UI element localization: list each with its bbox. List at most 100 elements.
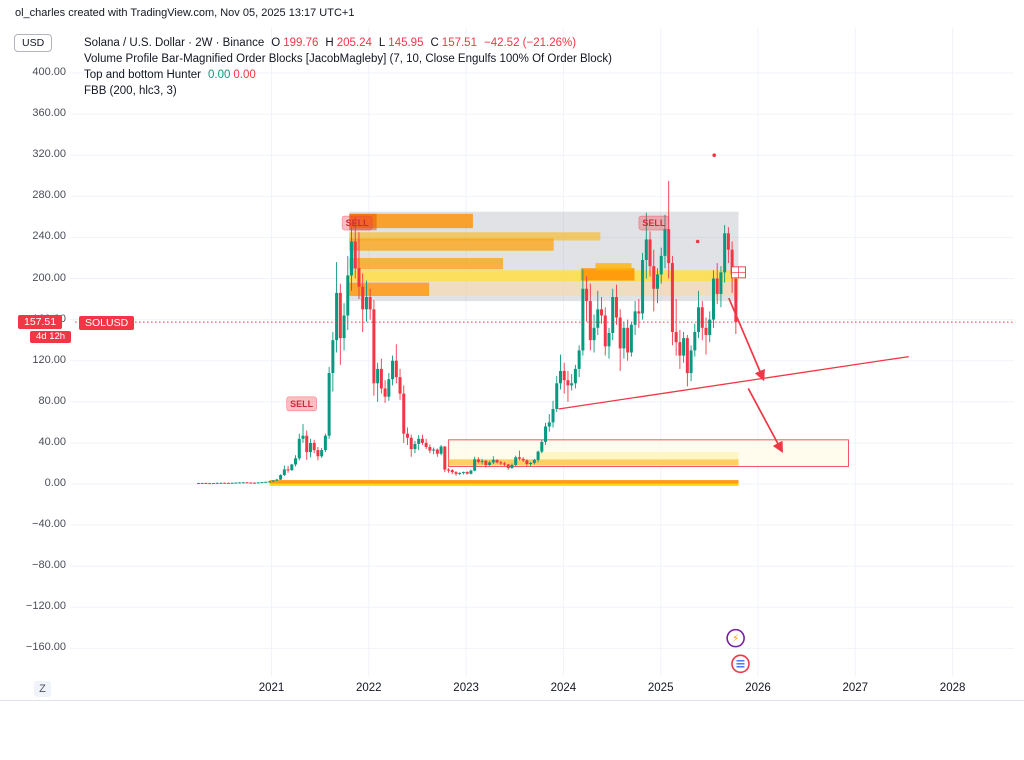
time-axis-label: 2027 xyxy=(842,682,869,694)
lightning-badge[interactable]: ⚡ xyxy=(726,628,745,648)
candle-body xyxy=(316,450,320,457)
volume-profile-bar xyxy=(349,282,430,296)
candle-body xyxy=(204,482,208,484)
arrow-annotation[interactable] xyxy=(747,388,783,454)
indicator-title[interactable]: FBB (200, hlc3, 3) xyxy=(84,85,177,97)
candle-body xyxy=(629,324,633,353)
candle-body xyxy=(398,377,402,394)
price-axis-label: 320.00 xyxy=(32,148,66,161)
candle-body xyxy=(450,470,454,473)
sell-label-bg xyxy=(638,215,670,231)
candle-body xyxy=(600,309,604,316)
candle-body xyxy=(532,459,536,463)
candle-body xyxy=(506,464,510,469)
candle-body xyxy=(245,482,249,484)
candle-body xyxy=(573,368,577,384)
candle-body xyxy=(488,462,492,465)
candle-body xyxy=(607,332,611,347)
candle-body xyxy=(491,459,495,463)
price-axis-label: −120.00 xyxy=(25,600,66,613)
candle-body xyxy=(379,368,383,389)
candle-body xyxy=(271,480,275,482)
candle-body xyxy=(540,441,544,452)
candle-body xyxy=(637,311,641,314)
indicator-legend-top-bottom-hunter[interactable]: Top and bottom Hunter 0.00 0.00 xyxy=(84,67,612,83)
timezone-button[interactable]: Z xyxy=(34,681,51,697)
symbol-title[interactable]: Solana / U.S. Dollar · 2W · Binance xyxy=(84,37,265,49)
time-axis-label: 2024 xyxy=(550,682,577,694)
price-mark-dot xyxy=(695,239,700,244)
candle-body xyxy=(614,296,618,318)
candle-body xyxy=(346,275,350,316)
grid-lines xyxy=(70,28,1014,676)
sell-label[interactable]: SELL xyxy=(341,215,373,231)
open-label: O xyxy=(271,37,281,49)
candle-body xyxy=(708,319,712,336)
candle-body xyxy=(581,288,585,351)
price-axis-label: 240.00 xyxy=(32,230,66,243)
sell-label[interactable]: SELL xyxy=(286,396,317,412)
candle-body xyxy=(641,260,645,314)
symbol-legend-row[interactable]: Solana / U.S. Dollar · 2W · Binance O 199.… xyxy=(84,35,612,51)
chart-badge[interactable] xyxy=(731,654,750,674)
candle-body xyxy=(376,368,380,384)
sell-label-bg xyxy=(286,396,317,412)
candle-body xyxy=(577,350,581,369)
symbol-price-tag: SOLUSD xyxy=(79,316,135,330)
orderbook-mini-icon xyxy=(731,266,746,279)
close-label: C xyxy=(430,37,439,49)
candle-body xyxy=(558,370,562,384)
candle-body xyxy=(424,442,428,448)
drawings-layer[interactable]: SELL SELL SELL xyxy=(286,215,909,454)
indicator-legend-volume-profile[interactable]: Volume Profile Bar-Magnified Order Block… xyxy=(84,51,612,67)
volume-profile-bar xyxy=(349,213,473,229)
candle-body xyxy=(529,462,533,464)
candle-body xyxy=(335,292,339,341)
candle-body xyxy=(525,460,529,464)
candle-body xyxy=(312,442,316,451)
candle-body xyxy=(323,435,327,451)
volume-profile-bar xyxy=(269,483,739,486)
bar-countdown-tag: 4d 12h xyxy=(30,331,72,343)
trend-line[interactable] xyxy=(558,355,909,410)
candle-body xyxy=(626,327,630,353)
candle-body xyxy=(461,472,465,474)
candle-body xyxy=(648,239,652,267)
candle-body xyxy=(693,331,697,351)
indicator-value-green: 0.00 xyxy=(208,69,231,81)
candle-body xyxy=(409,437,413,450)
volume-profile-bar xyxy=(580,268,635,281)
candle-body xyxy=(279,475,283,480)
candle-body xyxy=(603,315,607,347)
indicator-title[interactable]: Volume Profile Bar-Magnified Order Block… xyxy=(84,53,612,65)
candle-body xyxy=(234,482,238,484)
currency-toggle-usd[interactable]: USD xyxy=(14,34,53,52)
sell-label-text: SELL xyxy=(290,399,314,409)
candle-body xyxy=(476,459,480,462)
last-price-tag: 157.51 xyxy=(18,315,63,329)
candle-body xyxy=(682,338,686,356)
arrow-annotation[interactable] xyxy=(728,297,765,382)
candle-body xyxy=(670,263,674,332)
candle-body xyxy=(473,459,477,471)
candle-body xyxy=(588,301,592,341)
indicator-legend-fbb[interactable]: FBB (200, hlc3, 3) xyxy=(84,83,612,99)
volume-profile-bar xyxy=(349,257,504,270)
candle-body xyxy=(521,458,525,461)
sell-label[interactable]: SELL xyxy=(638,215,670,231)
volume-profile-bar xyxy=(349,213,377,231)
candle-body xyxy=(663,229,667,256)
price-mark-dot xyxy=(712,153,717,157)
candlestick-series xyxy=(197,180,738,485)
candle-body xyxy=(230,482,234,484)
candle-body xyxy=(368,296,372,310)
candle-body xyxy=(256,482,260,484)
indicator-title[interactable]: Top and bottom Hunter xyxy=(84,69,201,81)
price-chart[interactable]: SELL SELL SELL ⚡ xyxy=(0,0,1024,700)
candle-body xyxy=(223,482,227,484)
candle-body xyxy=(469,470,473,474)
candle-body xyxy=(480,460,484,462)
candle-body xyxy=(320,450,324,457)
candle-body xyxy=(458,472,462,474)
price-axis-label: −160.00 xyxy=(25,641,66,654)
